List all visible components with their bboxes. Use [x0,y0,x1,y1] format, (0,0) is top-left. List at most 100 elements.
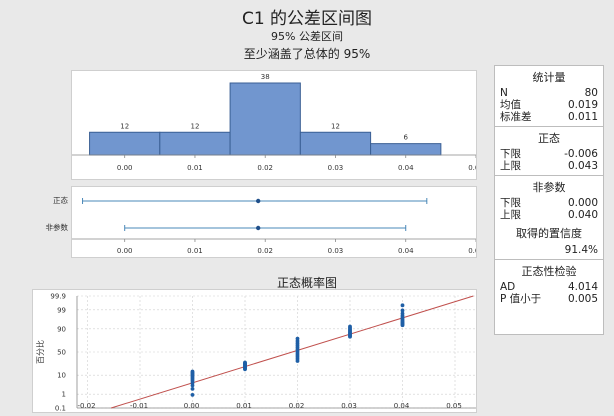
interval-x-tick-label: 0.04 [398,247,414,255]
interval-x-tick-label: 0.03 [328,247,344,255]
probability-plot-chart: 0.1 1 10 50 90 99 99.9 百分比 [35,293,476,413]
stats-row-mean: 均值 0.019 [495,99,603,111]
probability-y-tick-label: 0.1 [55,405,66,413]
stats-section-summary: 统计量 N 80 均值 0.019 标准差 0.011 [495,66,603,126]
histogram-x-tick-label: 0.03 [328,164,344,172]
probability-data-point [348,324,352,329]
interval-chart: 0.00 0.01 0.02 0.03 0.04 0.05 [72,198,484,255]
histogram-bar [229,82,301,156]
interval-x-tick-label: 0.01 [187,247,203,255]
histogram-chart: 12 12 38 12 6 0.00 0.01 0.02 0.03 0.04 0.05 [72,73,484,172]
stats-section-title: 非参数 [532,181,566,194]
chart-subtitle-coverage: 至少涵盖了总体的 95% [243,47,371,61]
stats-label: 上限 [500,209,521,221]
probability-x-tick-label: 0.00 [183,402,200,410]
probability-x-tick-label: 0.01 [236,402,252,410]
stats-row-normal-lower: 下限 -0.006 [495,148,603,160]
stats-label: 均值 [500,99,521,111]
probability-fit-line [110,295,474,409]
probability-y-tick-label: 99 [57,306,66,314]
probability-data-point [243,360,247,365]
interval-x-tick-label: 0.00 [117,247,133,255]
probability-data-point [190,392,195,397]
stats-confidence-title: 取得的置信度 [516,227,582,240]
stats-label: 上限 [500,160,521,172]
probability-y-tick-label: 99.9 [50,293,66,301]
stats-value: 0.040 [567,209,598,221]
statistics-panel: 统计量 N 80 均值 0.019 标准差 0.011 正态 下限 -0.006 上限 0… [494,65,604,335]
stats-value: 0.019 [567,99,598,111]
stats-value: 4.014 [567,281,598,293]
stats-row-n: N 80 [495,87,603,99]
probability-data-point [400,303,405,308]
histogram-bar-label: 38 [261,73,270,81]
interval-center-point [255,198,261,204]
probability-y-tick-label: 50 [57,349,66,357]
stats-row-ad: AD 4.014 [495,281,603,293]
histogram-bar [89,131,161,156]
histogram-bar [299,131,372,156]
probability-x-tick-label: 0.03 [341,402,357,410]
probability-x-tick-label: 0.04 [393,402,410,410]
histogram-x-tick-label: 0.04 [398,164,414,172]
stats-row-p: P 值小于 0.005 [495,293,603,305]
histogram-panel: 12 12 38 12 6 0.00 0.01 0.02 0.03 0.04 0.05 [71,70,484,180]
stats-value: 80 [584,87,598,99]
stats-label: P 值小于 [500,293,542,305]
histogram-x-tick-label: 0.01 [187,164,203,172]
stats-section-title: 统计量 [532,71,566,84]
histogram-x-tick-label: 0.00 [117,164,133,172]
probability-x-tick-label: 0.02 [288,402,305,410]
stats-section-normal: 正态 下限 -0.006 上限 0.043 [495,126,603,175]
interval-center-point [255,225,261,231]
probability-y-axis-label: 百分比 [35,340,45,364]
probability-x-tick-label: -0.01 [129,402,149,410]
stats-row-sd: 标准差 0.011 [495,111,603,126]
stats-label: 下限 [500,197,521,209]
probability-x-tick-label: -0.02 [77,402,96,410]
stats-section-nonparametric: 非参数 下限 0.000 上限 0.040 取得的置信度 91.4% [495,175,603,259]
probability-data-point [190,386,195,391]
histogram-bar-label: 12 [331,122,340,130]
histogram-x-tick-label: 0.02 [257,164,273,172]
chart-title: C1 的公差区间图 [241,9,373,29]
stats-value: 0.000 [567,197,598,209]
stats-label: N [500,87,508,99]
stats-section-title: 正态 [538,132,560,145]
stats-row-nonpar-lower: 下限 0.000 [495,197,603,209]
interval-x-tick-label: 0.02 [257,247,273,255]
probability-data-point [400,308,405,313]
stats-confidence-value: 91.4% [564,244,598,256]
histogram-bar [370,143,442,156]
interval-x-tick-label: 0.05 [468,247,476,255]
stats-label: 标准差 [500,111,532,123]
probability-y-tick-label: 90 [57,325,66,333]
stats-value: -0.006 [564,148,598,160]
histogram-bar [159,131,231,156]
probability-x-tick-label: 0.05 [446,402,462,410]
stats-value: 0.043 [567,160,598,172]
stats-section-normality: 正态性检验 AD 4.014 P 值小于 0.005 [495,259,603,305]
probability-data-point [295,336,300,341]
stats-value: 0.005 [567,293,598,305]
probability-data-point [400,311,405,316]
stats-value: 0.011 [567,111,598,123]
probability-plot-title: 正态概率图 [276,276,337,290]
interval-panel: 0.00 0.01 0.02 0.03 0.04 0.05 [71,186,484,258]
stats-row-normal-upper: 上限 0.043 [495,160,603,175]
chart-subtitle-interval: 95% 公差区间 [271,30,343,43]
histogram-bar-label: 6 [404,134,409,142]
histogram-bar-label: 12 [120,122,129,130]
probability-panel: 0.1 1 10 50 90 99 99.9 百分比 [32,289,477,413]
interval-row-label: 正态 [53,196,68,205]
probability-data-point [190,369,195,374]
probability-y-tick-label: 10 [57,372,66,380]
interval-row-label: 非参数 [45,223,69,232]
stats-row-nonpar-upper: 上限 0.040 [495,209,603,221]
stats-label: AD [500,281,516,293]
stats-section-title: 正态性检验 [521,265,577,278]
histogram-bar-label: 12 [190,122,199,130]
histogram-x-tick-label: 0.05 [468,164,476,172]
stats-label: 下限 [500,148,521,160]
probability-y-tick-label: 1 [62,391,66,399]
